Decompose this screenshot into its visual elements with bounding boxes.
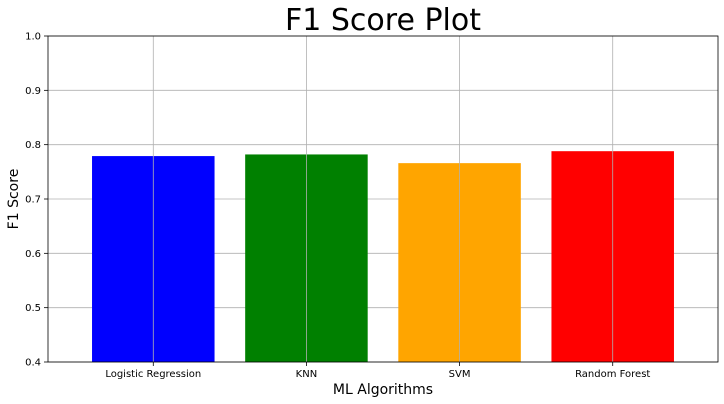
y-tick-label: 0.4 [25,358,41,369]
bars-layer [92,36,674,362]
x-axis-label: ML Algorithms [333,382,433,398]
x-tick-label: SVM [449,369,471,380]
y-tick-label: 1.0 [25,32,41,43]
y-tick-label: 0.7 [25,195,41,206]
y-axis-label: F1 Score [6,169,22,230]
y-tick-label: 0.8 [25,140,41,151]
y-tick-label: 0.5 [25,303,41,314]
x-tick-label: Random Forest [575,369,650,380]
chart-title: F1 Score Plot [285,3,481,38]
y-tick-label: 0.6 [25,249,41,260]
x-tick-label: KNN [296,369,318,380]
y-tick-label: 0.9 [25,86,41,97]
axes-layer: 0.4 0.5 0.6 0.7 0.8 0.9 1.0 Logistic Regression… [25,32,719,380]
plot-frame [47,35,719,363]
x-tick-label: Logistic Regression [105,369,201,380]
